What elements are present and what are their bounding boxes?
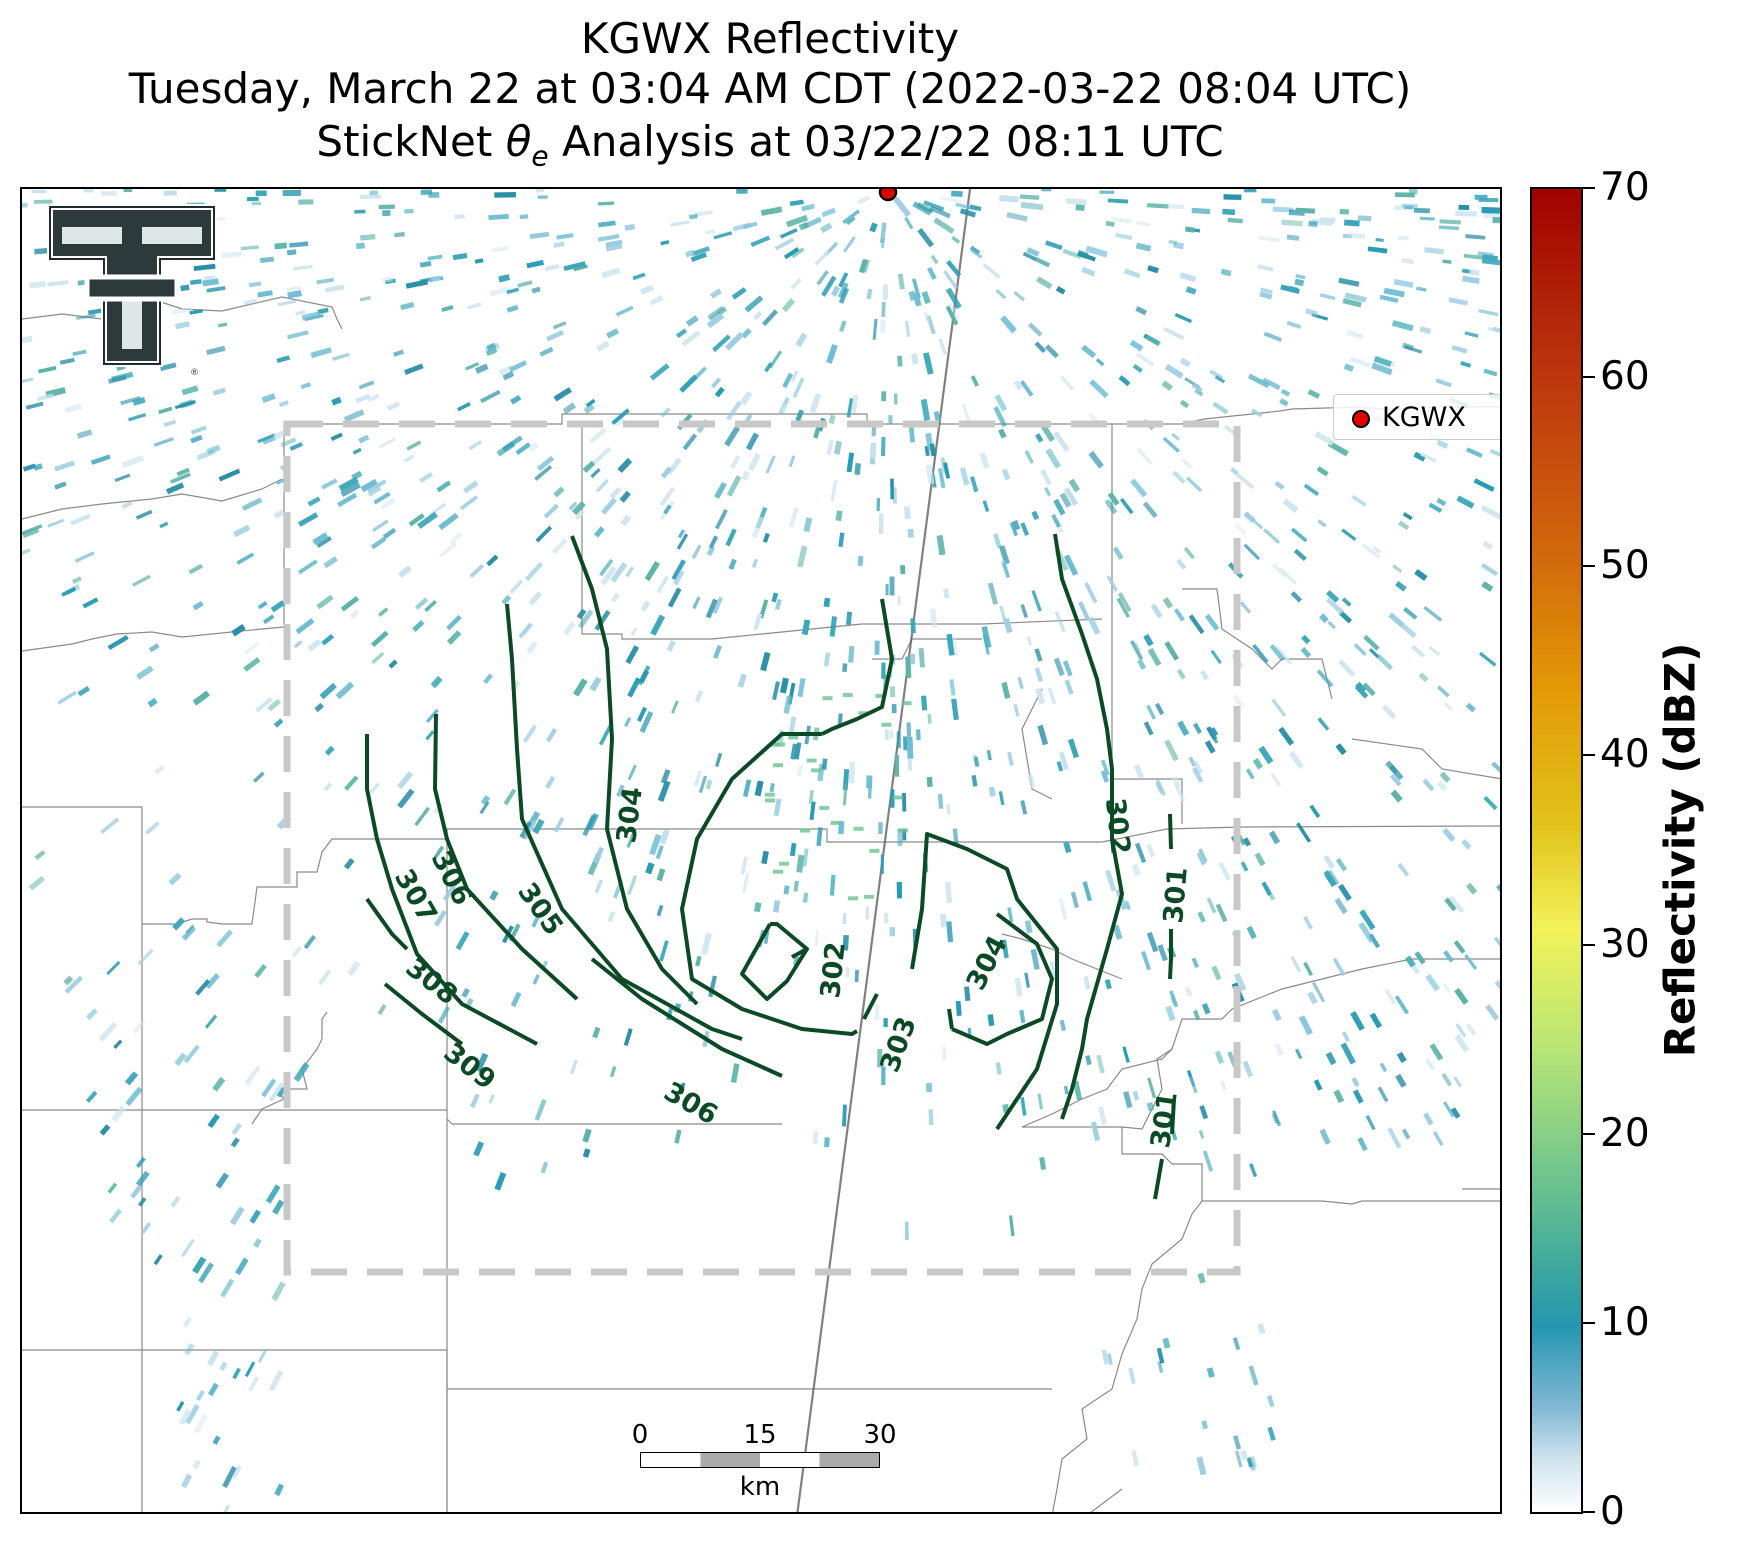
theta-symbol: θ bbox=[505, 117, 532, 166]
colorbar-tick-label: 70 bbox=[1600, 165, 1650, 210]
contour-306-south bbox=[590, 957, 783, 1078]
analysis-domain-box bbox=[283, 420, 1241, 1276]
colorbar-tick-label: 60 bbox=[1600, 354, 1650, 400]
contour-label: 302 bbox=[1099, 796, 1136, 855]
texas-tech-logo: ® bbox=[47, 204, 217, 378]
map-canvas: 309 308 307 306 305 304 303 302 302 301 … bbox=[22, 189, 1500, 1512]
colorbar-tick bbox=[1583, 376, 1595, 379]
contour-303 bbox=[910, 832, 1059, 1131]
contour-301-south bbox=[1170, 1098, 1176, 1135]
colorbar-tick bbox=[1583, 565, 1595, 568]
scale-label-15: 15 bbox=[743, 1420, 777, 1450]
contour-309 bbox=[383, 982, 464, 1046]
contour-302-loop bbox=[740, 922, 809, 1001]
scale-unit: km bbox=[739, 1472, 781, 1502]
colorbar-tick bbox=[1583, 1321, 1595, 1324]
contour-label: 306 bbox=[659, 1076, 723, 1131]
contour-307 bbox=[365, 734, 538, 1046]
colorbar-tick-label: 10 bbox=[1600, 1299, 1650, 1345]
contour-label: 301 bbox=[1145, 1090, 1184, 1150]
reflectivity-echoes bbox=[22, 189, 1500, 1512]
contour-302-center bbox=[680, 732, 859, 1036]
theta-e-contours bbox=[365, 533, 1176, 1200]
contour-label: 304 bbox=[611, 785, 649, 845]
contour-label: 302 bbox=[815, 940, 852, 999]
scale-label-0: 0 bbox=[631, 1420, 649, 1450]
reflectivity-colorbar bbox=[1530, 187, 1583, 1514]
scale-bar-segments bbox=[640, 1452, 880, 1468]
contour-304-west bbox=[570, 535, 699, 1006]
map-legend: KGWX bbox=[1333, 394, 1500, 440]
colorbar-tick bbox=[1583, 754, 1595, 757]
radar-map[interactable]: 309 308 307 306 305 304 303 302 302 301 … bbox=[20, 187, 1502, 1514]
contour-labels: 309 308 307 306 305 304 303 302 302 301 … bbox=[388, 785, 1194, 1150]
title-line-1: KGWX Reflectivity bbox=[580, 14, 960, 63]
colorbar-tick-label: 50 bbox=[1600, 543, 1650, 589]
title-line-2: Tuesday, March 22 at 03:04 AM CDT (2022-… bbox=[128, 64, 1412, 113]
colorbar-tick-label: 20 bbox=[1600, 1110, 1650, 1156]
svg-text:®: ® bbox=[190, 368, 199, 378]
contour-304-east bbox=[951, 912, 1054, 1046]
contour-305 bbox=[505, 603, 743, 1041]
colorbar-tick bbox=[1583, 943, 1595, 946]
contour-301-north bbox=[1168, 813, 1173, 850]
contour-306-west bbox=[433, 713, 579, 1001]
scale-bar: 0 15 30 km bbox=[632, 1420, 897, 1502]
scale-label-30: 30 bbox=[863, 1420, 897, 1450]
colorbar-tick bbox=[1583, 187, 1595, 189]
kgwx-radar-site[interactable] bbox=[878, 189, 898, 202]
colorbar-tick-label: 30 bbox=[1600, 921, 1650, 967]
title-line-3-prefix: StickNet bbox=[316, 117, 506, 166]
kgwx-marker-icon bbox=[1352, 410, 1370, 428]
contour-label: 301 bbox=[1158, 866, 1194, 925]
county-boundaries bbox=[22, 296, 1500, 1512]
contour-308 bbox=[365, 897, 409, 951]
colorbar-tick bbox=[1583, 1132, 1595, 1135]
theta-subscript: e bbox=[531, 139, 549, 173]
title-line-3: StickNet θe Analysis at 03/22/22 08:11 U… bbox=[0, 117, 1540, 181]
title-line-3-suffix: Analysis at 03/22/22 08:11 UTC bbox=[548, 117, 1224, 166]
colorbar-label: Reflectivity (dBZ) bbox=[1655, 642, 1705, 1058]
colorbar-tick bbox=[1583, 1511, 1595, 1513]
colorbar-tick-label: 40 bbox=[1600, 732, 1650, 778]
legend-label: KGWX bbox=[1382, 402, 1466, 433]
contour-label: 303 bbox=[874, 1013, 922, 1077]
highway-line bbox=[796, 189, 972, 1512]
colorbar-tick-label: 0 bbox=[1600, 1489, 1625, 1534]
